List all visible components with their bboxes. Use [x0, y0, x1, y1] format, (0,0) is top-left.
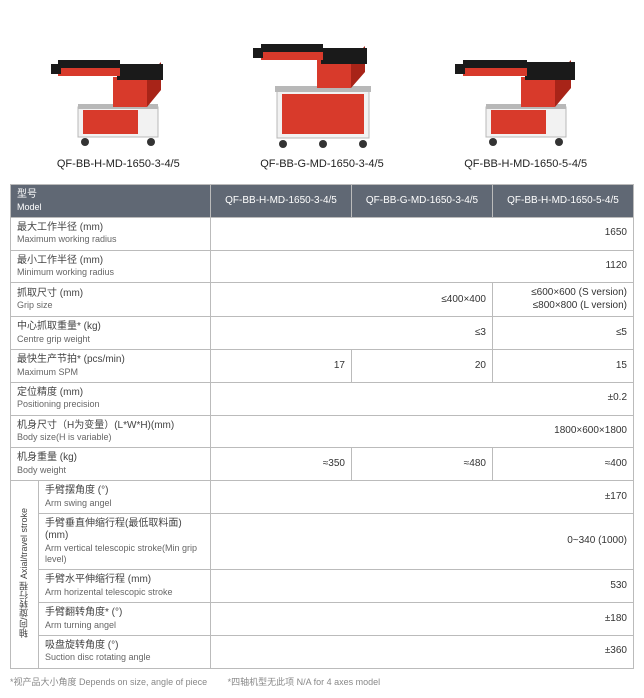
- row-label: 抓取尺寸 (mm)Grip size: [11, 283, 211, 317]
- row-label: 最大工作半径 (mm)Maximum working radius: [11, 217, 211, 250]
- spec-table-body: 最大工作半径 (mm)Maximum working radius1650最小工…: [11, 217, 634, 668]
- row-label-cn: 手臂水平伸缩行程 (mm): [45, 574, 204, 587]
- row-value: 1650: [211, 217, 634, 250]
- row-value: 17: [211, 350, 352, 383]
- row-label-cn: 手臂翻转角度* (°): [45, 607, 204, 620]
- row-label: 吸盘旋转角度 (°)Suction disc rotating angle: [39, 635, 211, 668]
- row-value: ±360: [211, 635, 634, 668]
- table-row-group: 手臂翻转角度* (°)Arm turning angel±180: [11, 603, 634, 636]
- table-row-group: 吸盘旋转角度 (°)Suction disc rotating angle±36…: [11, 635, 634, 668]
- header-col-0: QF-BB-H-MD-1650-3-4/5: [211, 185, 352, 218]
- row-value: ≤5: [492, 317, 633, 350]
- product-0: QF-BB-H-MD-1650-3-4/5: [18, 22, 219, 170]
- row-value: 1120: [211, 250, 634, 283]
- row-label: 手臂翻转角度* (°)Arm turning angel: [39, 603, 211, 636]
- row-label: 手臂摆角度 (°)Arm swing angel: [39, 481, 211, 514]
- row-label: 中心抓取重量* (kg)Centre grip weight: [11, 317, 211, 350]
- row-label-en: Arm turning angel: [45, 620, 204, 631]
- table-row-group: 手臂垂直伸缩行程(最低取料面) (mm)Arm vertical telesco…: [11, 513, 634, 570]
- product-row: QF-BB-H-MD-1650-3-4/5 QF-BB-G-MD-1650-3-…: [10, 10, 634, 170]
- table-row-group: 手臂水平伸缩行程 (mm)Arm horizental telescopic s…: [11, 570, 634, 603]
- row-label-cn: 手臂垂直伸缩行程(最低取料面) (mm): [45, 518, 204, 543]
- table-header-row: 型号 Model QF-BB-H-MD-1650-3-4/5 QF-BB-G-M…: [11, 185, 634, 218]
- row-value: ±180: [211, 603, 634, 636]
- footnote-a: *视产品大小角度 Depends on size, angle of piece: [10, 677, 207, 687]
- group-header: 轴向/旋转行程 Axial/travel stroke: [11, 481, 39, 669]
- table-row-group: 轴向/旋转行程 Axial/travel stroke手臂摆角度 (°)Arm …: [11, 481, 634, 514]
- row-value: 20: [352, 350, 493, 383]
- machine-image-1: [247, 22, 397, 152]
- table-row: 最小工作半径 (mm)Minimum working radius1120: [11, 250, 634, 283]
- table-row: 抓取尺寸 (mm)Grip size≤400×400≤600×600 (S ve…: [11, 283, 634, 317]
- row-label-en: Body weight: [17, 465, 204, 476]
- header-col-1: QF-BB-G-MD-1650-3-4/5: [352, 185, 493, 218]
- product-1: QF-BB-G-MD-1650-3-4/5: [222, 22, 423, 170]
- row-value: ±0.2: [211, 382, 634, 415]
- row-label-en: Arm swing angel: [45, 498, 204, 509]
- row-value: ≤400×400: [211, 283, 493, 317]
- product-label-1: QF-BB-G-MD-1650-3-4/5: [260, 158, 383, 170]
- row-label-cn: 中心抓取重量* (kg): [17, 321, 204, 334]
- table-row: 机身重量 (kg)Body weight≈350≈480≈400: [11, 448, 634, 481]
- row-label: 定位精度 (mm)Positioning precision: [11, 382, 211, 415]
- row-label-cn: 手臂摆角度 (°): [45, 485, 204, 498]
- row-label: 手臂水平伸缩行程 (mm)Arm horizental telescopic s…: [39, 570, 211, 603]
- row-label: 最快生产节拍* (pcs/min)Maximum SPM: [11, 350, 211, 383]
- row-value: ≈480: [352, 448, 493, 481]
- row-label-cn: 最小工作半径 (mm): [17, 255, 204, 268]
- row-value: ≈350: [211, 448, 352, 481]
- table-row: 最大工作半径 (mm)Maximum working radius1650: [11, 217, 634, 250]
- row-label-cn: 抓取尺寸 (mm): [17, 288, 204, 301]
- row-label: 机身尺寸（H为变量）(L*W*H)(mm)Body size(H is vari…: [11, 415, 211, 448]
- row-label-cn: 最快生产节拍* (pcs/min): [17, 354, 204, 367]
- row-label-en: Maximum working radius: [17, 234, 204, 245]
- row-label-en: Arm horizental telescopic stroke: [45, 587, 204, 598]
- row-label-cn: 机身重量 (kg): [17, 452, 204, 465]
- product-label-2: QF-BB-H-MD-1650-5-4/5: [464, 158, 587, 170]
- product-label-0: QF-BB-H-MD-1650-3-4/5: [57, 158, 180, 170]
- row-label-en: Arm vertical telescopic stroke(Min grip …: [45, 543, 204, 566]
- row-label: 最小工作半径 (mm)Minimum working radius: [11, 250, 211, 283]
- row-label: 机身重量 (kg)Body weight: [11, 448, 211, 481]
- row-label-cn: 定位精度 (mm): [17, 387, 204, 400]
- table-row: 定位精度 (mm)Positioning precision±0.2: [11, 382, 634, 415]
- row-label-en: Centre grip weight: [17, 334, 204, 345]
- product-2: QF-BB-H-MD-1650-5-4/5: [425, 22, 626, 170]
- row-value: ≤600×600 (S version) ≤800×800 (L version…: [492, 283, 633, 317]
- row-label-cn: 最大工作半径 (mm): [17, 222, 204, 235]
- table-row: 中心抓取重量* (kg)Centre grip weight≤3≤5: [11, 317, 634, 350]
- spec-table: 型号 Model QF-BB-H-MD-1650-3-4/5 QF-BB-G-M…: [10, 184, 634, 669]
- row-value: ≈400: [492, 448, 633, 481]
- header-model-en: Model: [17, 202, 204, 213]
- row-label-en: Suction disc rotating angle: [45, 652, 204, 663]
- table-row: 机身尺寸（H为变量）(L*W*H)(mm)Body size(H is vari…: [11, 415, 634, 448]
- row-label-en: Minimum working radius: [17, 267, 204, 278]
- row-label-en: Grip size: [17, 300, 204, 311]
- table-row: 最快生产节拍* (pcs/min)Maximum SPM172015: [11, 350, 634, 383]
- row-label-cn: 机身尺寸（H为变量）(L*W*H)(mm): [17, 420, 204, 433]
- row-label-en: Body size(H is variable): [17, 432, 204, 443]
- footnotes: *视产品大小角度 Depends on size, angle of piece…: [10, 675, 634, 688]
- row-value: 530: [211, 570, 634, 603]
- row-value: 0~340 (1000): [211, 513, 634, 570]
- row-label: 手臂垂直伸缩行程(最低取料面) (mm)Arm vertical telesco…: [39, 513, 211, 570]
- row-value: ±170: [211, 481, 634, 514]
- row-label-en: Positioning precision: [17, 399, 204, 410]
- machine-image-0: [43, 22, 193, 152]
- header-model-label: 型号 Model: [11, 185, 211, 218]
- row-label-cn: 吸盘旋转角度 (°): [45, 640, 204, 653]
- header-model-cn: 型号: [17, 189, 204, 202]
- row-value: 15: [492, 350, 633, 383]
- machine-image-2: [451, 22, 601, 152]
- row-value: 1800×600×1800: [211, 415, 634, 448]
- header-col-2: QF-BB-H-MD-1650-5-4/5: [492, 185, 633, 218]
- row-value: ≤3: [211, 317, 493, 350]
- footnote-b: *四轴机型无此项 N/A for 4 axes model: [228, 677, 381, 687]
- row-label-en: Maximum SPM: [17, 367, 204, 378]
- group-header-text: 轴向/旋转行程 Axial/travel stroke: [19, 508, 30, 638]
